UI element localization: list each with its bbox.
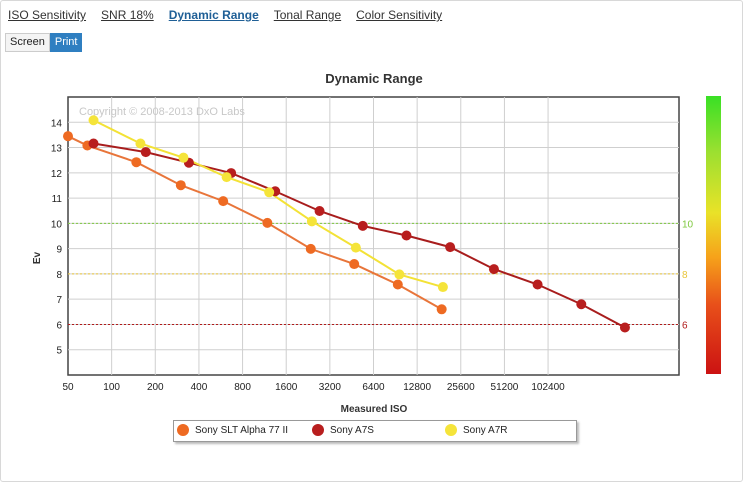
legend-dot-alpha77 xyxy=(177,424,189,436)
chart-title: Dynamic Range xyxy=(325,71,423,86)
data-point-2 xyxy=(88,115,99,126)
view-toggle: Screen Print xyxy=(5,33,83,52)
data-point-1 xyxy=(357,220,368,231)
x-tick-label: 25600 xyxy=(447,382,475,393)
y-tick-label: 5 xyxy=(56,346,62,357)
data-point-2 xyxy=(350,242,361,253)
print-button[interactable]: Print xyxy=(49,33,83,52)
data-point-1 xyxy=(532,279,543,290)
data-point-0 xyxy=(349,259,360,270)
y-tick-label: 10 xyxy=(51,219,63,230)
data-point-0 xyxy=(392,279,403,290)
tab-iso-sensitivity[interactable]: ISO Sensitivity xyxy=(8,8,87,22)
data-point-2 xyxy=(306,216,317,227)
legend-dot-a7r xyxy=(445,424,457,436)
reference-label-8: 8 xyxy=(682,270,688,281)
data-point-0 xyxy=(436,304,447,315)
dynamic-range-color-scale xyxy=(706,96,721,374)
data-point-0 xyxy=(262,217,273,228)
x-tick-label: 1600 xyxy=(275,382,298,393)
data-point-2 xyxy=(135,138,146,149)
y-axis-label: Ev xyxy=(32,251,43,264)
x-tick-label: 100 xyxy=(103,382,120,393)
y-tick-label: 12 xyxy=(51,169,63,180)
x-tick-label: 50 xyxy=(62,382,74,393)
data-point-0 xyxy=(305,243,316,254)
data-point-2 xyxy=(221,172,232,183)
y-tick-label: 9 xyxy=(56,245,62,256)
x-axis-ticks: 50 100 200 400 800 1600 3200 6400 12800 25600 5120… xyxy=(62,382,565,393)
legend-dot-a7s xyxy=(312,424,324,436)
data-point-1 xyxy=(140,147,151,158)
legend-label-a7r: Sony A7R xyxy=(463,424,508,436)
y-axis-ticks: 5 6 7 8 9 10 11 12 13 14 xyxy=(51,118,63,356)
data-point-0 xyxy=(218,196,229,207)
reference-label-6: 6 xyxy=(682,320,688,331)
tab-color-sensitivity[interactable]: Color Sensitivity xyxy=(356,8,443,22)
legend-item-a7r[interactable]: Sony A7R xyxy=(445,424,507,436)
legend-item-a7s[interactable]: Sony A7S xyxy=(312,424,374,436)
data-point-0 xyxy=(131,157,142,168)
screen-button[interactable]: Screen xyxy=(5,33,50,52)
reference-label-10: 10 xyxy=(682,219,694,230)
data-point-1 xyxy=(619,322,630,333)
x-tick-label: 800 xyxy=(234,382,251,393)
y-tick-label: 7 xyxy=(56,295,62,306)
x-tick-label: 200 xyxy=(147,382,164,393)
data-point-1 xyxy=(401,230,412,241)
series-lines xyxy=(63,115,630,333)
y-tick-label: 11 xyxy=(52,194,63,205)
legend-label-a7s: Sony A7S xyxy=(330,424,374,436)
x-tick-label: 6400 xyxy=(362,382,385,393)
y-tick-label: 14 xyxy=(51,118,63,129)
data-point-2 xyxy=(264,187,275,198)
tab-dynamic-range[interactable]: Dynamic Range xyxy=(168,8,259,22)
x-tick-label: 12800 xyxy=(403,382,431,393)
series-line-0 xyxy=(67,135,443,311)
x-axis-label: Measured ISO xyxy=(341,404,408,415)
y-tick-label: 13 xyxy=(51,144,63,155)
measurement-tabs: ISO Sensitivity SNR 18% Dynamic Range To… xyxy=(8,8,442,26)
tab-tonal-range[interactable]: Tonal Range xyxy=(273,8,342,22)
legend-label-alpha77: Sony SLT Alpha 77 II xyxy=(195,424,289,436)
x-tick-label: 51200 xyxy=(491,382,519,393)
tab-snr-18[interactable]: SNR 18% xyxy=(101,8,154,22)
data-point-0 xyxy=(175,180,186,191)
data-point-1 xyxy=(576,299,587,310)
data-point-1 xyxy=(445,242,456,253)
x-tick-label: 400 xyxy=(191,382,208,393)
data-point-1 xyxy=(88,138,99,149)
data-point-2 xyxy=(178,152,189,163)
copyright-watermark: Copyright © 2008-2013 DxO Labs xyxy=(79,106,245,118)
x-tick-label: 102400 xyxy=(531,382,565,393)
data-point-2 xyxy=(437,282,448,293)
chart-legend: Sony SLT Alpha 77 II Sony A7S Sony A7R xyxy=(173,420,577,442)
data-point-0 xyxy=(63,131,73,142)
y-tick-label: 8 xyxy=(56,270,62,281)
data-point-1 xyxy=(314,205,325,216)
y-tick-label: 6 xyxy=(56,320,62,331)
legend-item-alpha77[interactable]: Sony SLT Alpha 77 II xyxy=(177,424,288,436)
x-tick-label: 3200 xyxy=(319,382,342,393)
data-point-1 xyxy=(488,264,499,275)
data-point-2 xyxy=(394,269,405,280)
